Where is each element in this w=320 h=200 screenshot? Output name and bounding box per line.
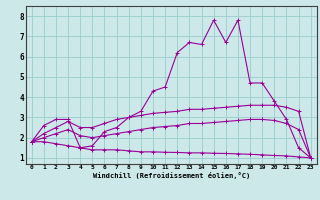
X-axis label: Windchill (Refroidissement éolien,°C): Windchill (Refroidissement éolien,°C): [92, 172, 250, 179]
